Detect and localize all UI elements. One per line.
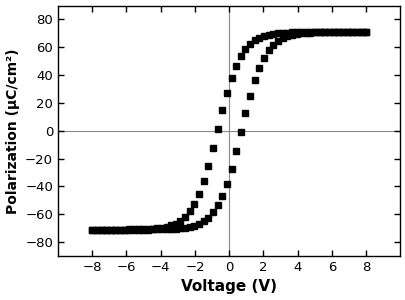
Y-axis label: Polarization (μC/cm²): Polarization (μC/cm²) (6, 48, 19, 214)
X-axis label: Voltage (V): Voltage (V) (181, 279, 277, 294)
